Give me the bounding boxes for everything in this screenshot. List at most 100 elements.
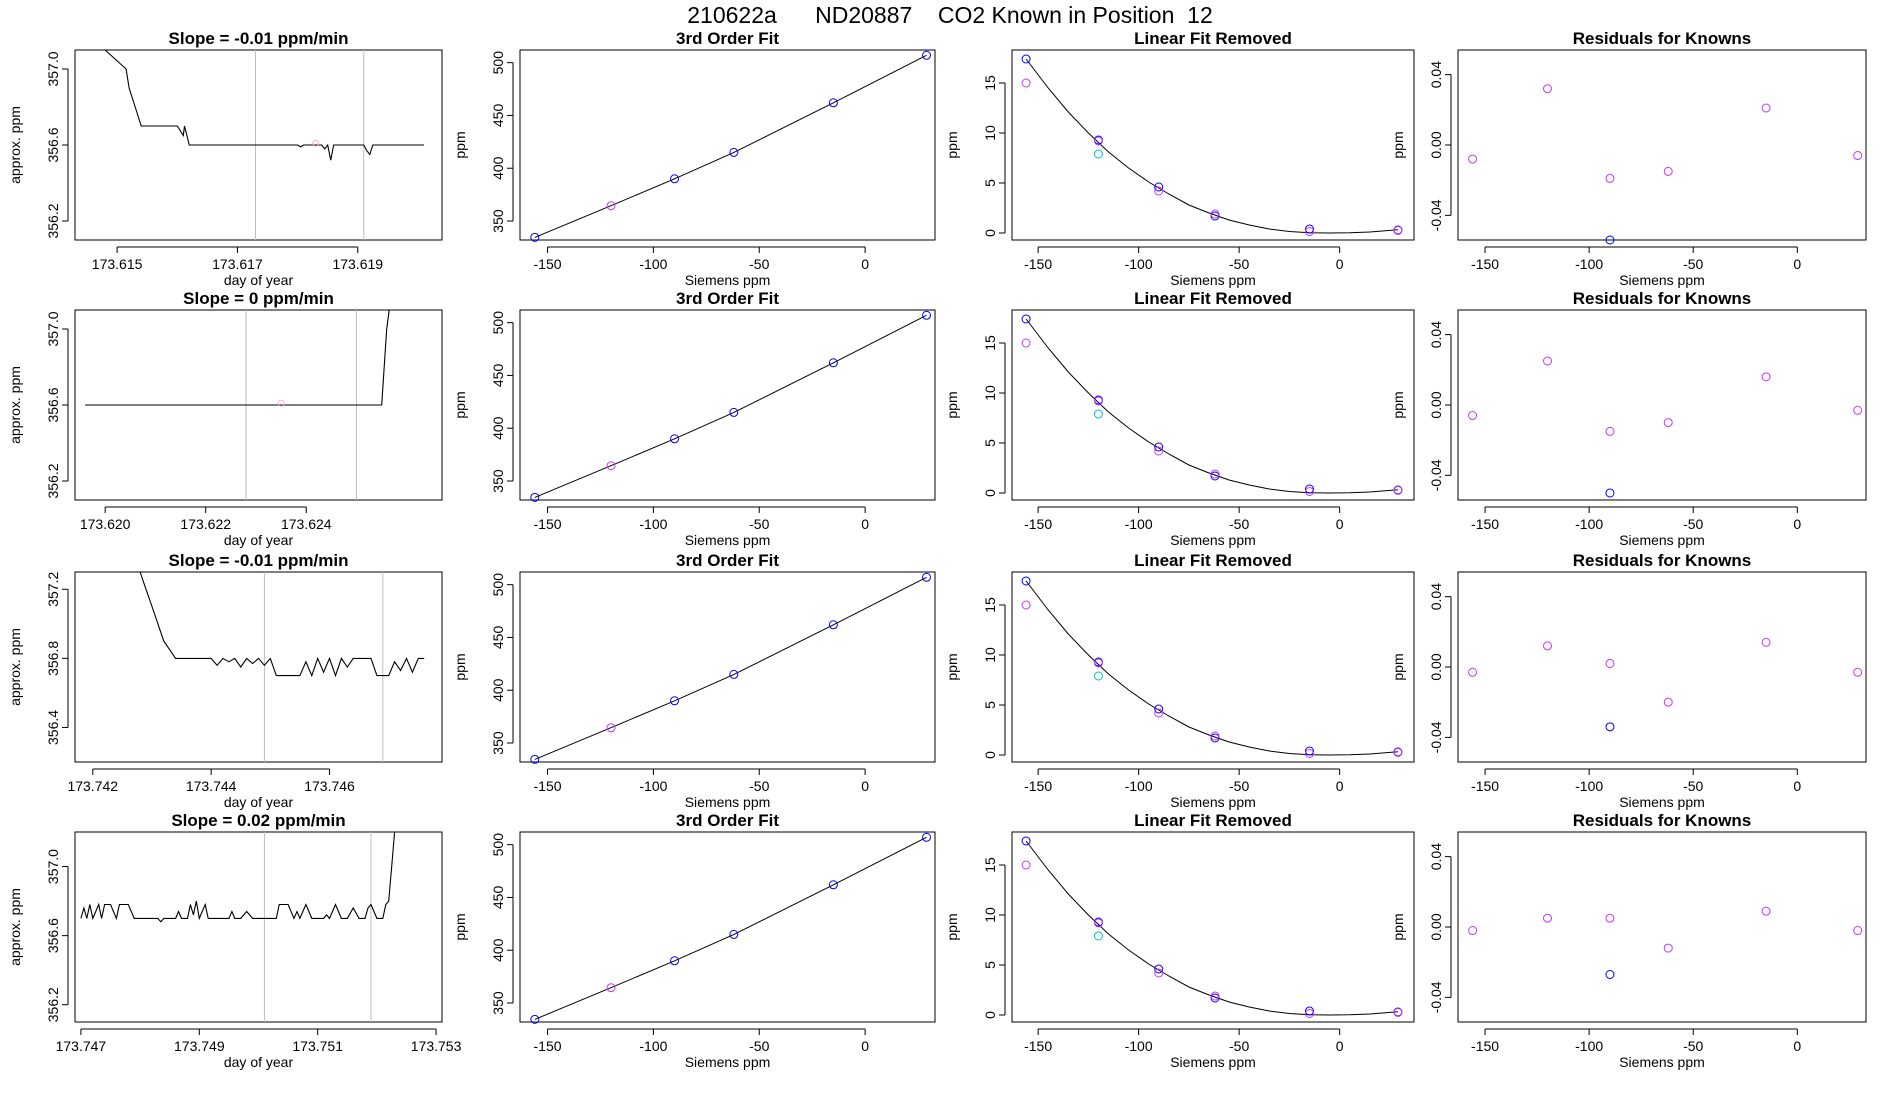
y-tick-label: 0.04 <box>1428 61 1444 88</box>
x-axis-label: Siemens ppm <box>685 272 771 288</box>
data-point-blue <box>530 492 540 502</box>
y-tick-label: 0.00 <box>1428 131 1444 158</box>
data-point-magenta <box>1304 227 1314 236</box>
data-point-cyan <box>1093 149 1103 159</box>
series-line <box>139 572 425 678</box>
data-point-magenta <box>1393 1008 1403 1017</box>
data-point-blue <box>1154 704 1164 714</box>
y-tick-label: -0.04 <box>1428 721 1444 753</box>
plot-area <box>80 832 396 1022</box>
y-tick-label: 450 <box>490 886 506 910</box>
x-tick-label: -100 <box>1125 516 1153 532</box>
data-point-magenta <box>1154 708 1164 718</box>
y-tick-label: 350 <box>490 209 506 233</box>
x-tick-label: -100 <box>639 1038 667 1054</box>
x-tick-label: 0 <box>1336 778 1344 794</box>
data-point-blue <box>670 174 680 184</box>
panel-2-1: 3rd Order Fit -150 -100 -50 0 Siemens ppm 350 4… <box>452 551 936 810</box>
data-point-magenta <box>1853 405 1863 415</box>
data-point-magenta <box>1210 209 1220 219</box>
x-tick-label: 173.753 <box>411 1038 462 1054</box>
x-tick-label: -50 <box>749 256 769 272</box>
y-tick-label: 10 <box>982 125 998 141</box>
x-tick-label: 0 <box>861 516 869 532</box>
data-point-blue <box>1605 235 1615 245</box>
x-tick-label: 173.747 <box>56 1038 107 1054</box>
y-tick-label: 357.0 <box>45 51 61 86</box>
data-point-magenta <box>1853 926 1863 936</box>
data-point-magenta <box>1761 103 1771 113</box>
figure-title: 210622a ND20887 CO2 Known in Position 12 <box>687 2 1213 28</box>
y-tick-label: 0 <box>982 1011 998 1019</box>
x-tick-label: -100 <box>1125 256 1153 272</box>
panel-1-3: Residuals for Knowns -150 -100 -50 0 Siemens … <box>1390 289 1867 548</box>
data-point-magenta <box>1154 446 1164 456</box>
plot-frame <box>1011 831 1415 1023</box>
plot-frame <box>519 831 936 1023</box>
x-axis-label: Siemens ppm <box>1170 272 1256 288</box>
data-point-blue <box>729 669 739 679</box>
y-tick-label: 0.00 <box>1428 391 1444 418</box>
x-tick-label: 173.620 <box>80 516 131 532</box>
data-point-blue <box>1605 722 1615 732</box>
data-point-magenta <box>1210 469 1220 479</box>
plot-frame <box>1011 571 1415 763</box>
x-tick-label: -150 <box>534 516 562 532</box>
plot-frame <box>1457 571 1867 763</box>
panel-title: Residuals for Knowns <box>1573 811 1752 830</box>
y-axis-label: ppm <box>452 913 468 940</box>
data-point-magenta <box>1543 84 1553 94</box>
panel-3-2: Linear Fit Removed -150 -100 -50 0 Siemens pp… <box>944 811 1415 1070</box>
data-point-magenta <box>1210 991 1220 1001</box>
plot-frame <box>519 571 936 763</box>
data-point-blue <box>922 310 932 320</box>
x-tick-label: 0 <box>861 778 869 794</box>
plot-frame <box>74 309 443 501</box>
panel-1-2: Linear Fit Removed -150 -100 -50 0 Siemens pp… <box>944 289 1415 548</box>
plot-frame <box>519 49 936 241</box>
x-tick-label: -100 <box>1575 1038 1603 1054</box>
x-axis-label: day of year <box>224 272 294 288</box>
plot-area <box>139 572 425 762</box>
plot-area <box>104 50 424 240</box>
x-tick-label: -150 <box>1024 256 1052 272</box>
data-point-blue <box>729 147 739 157</box>
fit-curve <box>534 576 927 760</box>
panel-title: Residuals for Knowns <box>1573 289 1752 308</box>
plot-area <box>534 54 927 238</box>
data-point-magenta <box>1543 356 1553 366</box>
x-axis-label: Siemens ppm <box>1619 272 1705 288</box>
data-point-blue <box>530 754 540 764</box>
data-point-magenta <box>1761 906 1771 916</box>
y-tick-label: 500 <box>490 51 506 75</box>
fit-curve <box>534 54 927 238</box>
y-tick-label: 450 <box>490 626 506 650</box>
y-tick-label: 356.2 <box>45 987 61 1022</box>
x-axis-label: day of year <box>224 1054 294 1070</box>
series-line <box>104 50 424 161</box>
panel-1-0: Slope = 0 ppm/min 173.620 173.622 173.624da… <box>7 289 443 548</box>
x-tick-label: -50 <box>749 516 769 532</box>
plot-frame <box>1011 309 1415 501</box>
x-tick-label: -150 <box>534 1038 562 1054</box>
x-tick-label: -150 <box>1024 778 1052 794</box>
y-tick-label: 5 <box>982 439 998 447</box>
x-tick-label: 0 <box>1336 516 1344 532</box>
x-tick-label: -100 <box>1575 778 1603 794</box>
x-axis-label: Siemens ppm <box>685 794 771 810</box>
data-point-magenta <box>1605 658 1615 668</box>
y-tick-label: 10 <box>982 907 998 923</box>
data-point-magenta <box>1605 913 1615 923</box>
panel-1-1: 3rd Order Fit -150 -100 -50 0 Siemens ppm 350 4… <box>452 289 936 548</box>
data-point-blue <box>922 572 932 582</box>
x-tick-label: 173.615 <box>92 256 143 272</box>
y-tick-label: 400 <box>490 938 506 962</box>
panel-title: Linear Fit Removed <box>1134 29 1292 48</box>
x-tick-label: -150 <box>1471 256 1499 272</box>
plot-frame <box>74 571 443 763</box>
y-tick-label: 0.04 <box>1428 583 1444 610</box>
data-point-cyan <box>1093 931 1103 941</box>
y-tick-label: 0.00 <box>1428 653 1444 680</box>
x-tick-label: -50 <box>1683 256 1703 272</box>
y-axis-label: ppm <box>944 913 960 940</box>
